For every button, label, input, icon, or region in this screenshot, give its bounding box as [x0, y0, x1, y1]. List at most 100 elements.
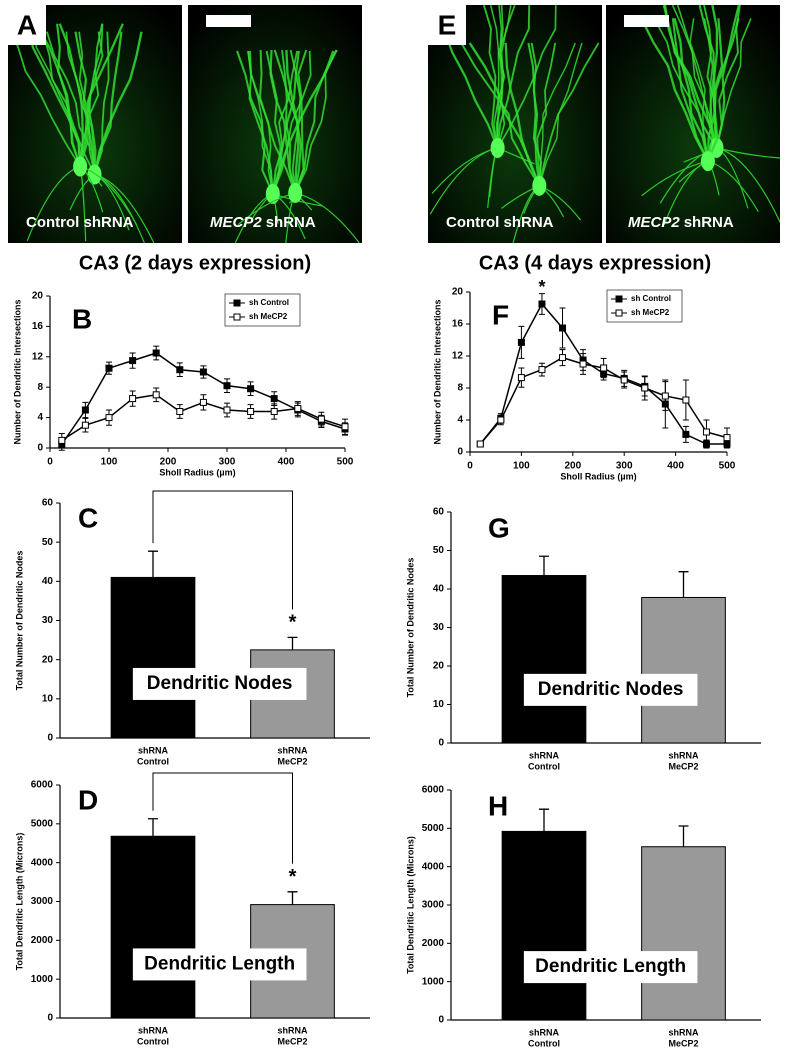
y-axis-label: Total Dendritic Length (Microns)	[14, 833, 24, 971]
dendrite	[26, 23, 82, 167]
dendrite	[653, 17, 709, 162]
error-bar	[678, 825, 689, 847]
marker	[682, 396, 690, 404]
y-tick-label: 20	[32, 291, 44, 302]
x-tick-label: 300	[616, 461, 633, 472]
x-tick-label: 100	[101, 457, 118, 468]
bar	[110, 576, 196, 739]
y-tick-label: 4	[37, 412, 43, 423]
marker	[81, 421, 89, 429]
marker	[270, 408, 278, 416]
soma	[265, 183, 280, 204]
x-tick-label: 300	[219, 457, 236, 468]
y-axis-label: Number of Dendritic Intersections	[12, 299, 22, 444]
x-tick-label: shRNA	[529, 750, 560, 760]
y-tick-label: 0	[47, 733, 53, 744]
dendrite	[640, 17, 709, 162]
panel-letter: B	[72, 303, 92, 334]
image-label: MECP2 shRNA	[628, 214, 734, 231]
y-tick-label: 20	[452, 287, 464, 298]
marker	[579, 360, 587, 368]
y-tick-label: 60	[433, 507, 445, 518]
dendrite	[93, 31, 123, 175]
panel-letter: D	[78, 784, 98, 815]
inset-label: Dendritic Nodes	[538, 679, 684, 700]
marker	[559, 354, 567, 362]
error-bar	[539, 555, 549, 576]
marker	[129, 357, 137, 365]
marker	[559, 324, 567, 332]
micrograph	[606, 5, 780, 243]
y-tick-label: 50	[433, 545, 445, 556]
dendrite	[671, 18, 709, 162]
panel-letter: H	[488, 790, 508, 821]
error-bar	[287, 636, 298, 650]
marker	[497, 416, 505, 424]
y-axis-label: Total Number of Dendritic Nodes	[405, 558, 415, 698]
marker	[152, 349, 160, 357]
y-tick-label: 30	[433, 622, 445, 633]
dendrite	[482, 5, 499, 149]
significance-bracket	[152, 772, 293, 864]
error-bar	[148, 818, 158, 837]
legend-label: sh MeCP2	[249, 312, 288, 321]
y-tick-label: 1000	[31, 974, 54, 985]
letter-box	[8, 5, 46, 45]
dendrite	[673, 18, 710, 162]
dendrite	[272, 50, 312, 195]
y-axis-label: Total Number of Dendritic Nodes	[14, 551, 24, 691]
y-tick-label: 50	[42, 537, 54, 548]
dendrite	[294, 49, 338, 194]
significance-mark: *	[289, 612, 297, 634]
soma	[532, 175, 547, 196]
y-tick-label: 0	[47, 1013, 53, 1024]
y-tick-label: 4000	[31, 857, 54, 868]
marker	[641, 384, 649, 392]
marker	[702, 428, 710, 436]
x-tick-label: 200	[564, 461, 581, 472]
y-tick-label: 40	[42, 576, 54, 587]
dendrite	[281, 49, 297, 194]
y-tick-label: 60	[42, 498, 54, 509]
marker	[105, 414, 113, 422]
marker	[600, 364, 608, 372]
marker	[247, 385, 255, 393]
dendrite	[538, 42, 583, 187]
dendrite	[706, 18, 740, 162]
panel-letter: C	[78, 502, 98, 533]
y-tick-label: 10	[433, 699, 445, 710]
x-tick-label: 500	[337, 457, 354, 468]
dendrite	[703, 5, 718, 148]
soma	[87, 164, 102, 185]
error-bar	[148, 550, 158, 578]
panel-letter: A	[17, 9, 37, 40]
micrograph	[8, 5, 182, 243]
significance-bracket	[152, 490, 293, 610]
dendrite	[285, 50, 300, 193]
letter-box	[428, 5, 466, 45]
y-tick-label: 2000	[31, 935, 54, 946]
marker	[223, 406, 231, 414]
panel-letter: F	[492, 299, 509, 330]
marker	[247, 408, 255, 416]
x-tick-label: 200	[160, 457, 177, 468]
dendrite	[236, 50, 274, 195]
marker	[661, 392, 669, 400]
y-tick-label: 0	[438, 1015, 444, 1026]
marker	[294, 404, 302, 412]
y-tick-label: 0	[438, 738, 444, 749]
scale-bar	[624, 15, 669, 27]
x-tick-label: MeCP2	[277, 756, 307, 766]
x-tick-label: 0	[467, 461, 473, 472]
soma	[490, 137, 505, 158]
basal-dendrite	[716, 147, 780, 224]
y-tick-label: 40	[433, 584, 445, 595]
y-axis-label: Total Dendritic Length (Microns)	[405, 836, 415, 974]
significance-mark: *	[289, 866, 297, 888]
marker	[538, 366, 546, 374]
dendrite	[294, 49, 337, 194]
y-tick-label: 1000	[422, 976, 445, 987]
y-tick-label: 16	[32, 321, 44, 332]
image-label: MECP2 shRNA	[210, 214, 316, 231]
y-tick-label: 6000	[422, 785, 445, 796]
